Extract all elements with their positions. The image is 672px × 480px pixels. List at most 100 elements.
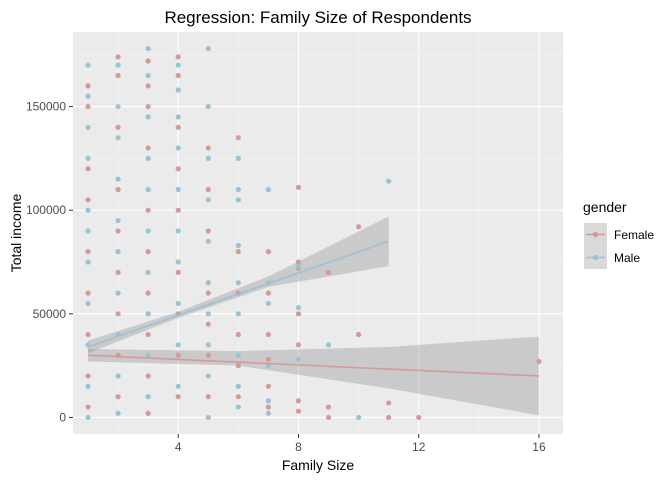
x-axis-title: Family Size	[282, 457, 355, 473]
data-point-female	[295, 398, 302, 404]
legend-label-female: Female	[614, 228, 654, 242]
x-tick-label: 12	[412, 440, 426, 454]
data-point-male	[205, 197, 211, 203]
data-point-male	[235, 197, 241, 203]
data-point-male	[265, 398, 271, 404]
data-point-male	[295, 263, 302, 269]
data-point-female	[205, 290, 211, 296]
data-point-male	[235, 383, 241, 389]
data-point-female	[85, 249, 91, 255]
data-point-male	[85, 383, 91, 389]
data-point-male	[295, 304, 302, 311]
data-point-male	[205, 155, 211, 162]
data-point-female	[115, 186, 121, 193]
data-point-female	[115, 124, 121, 130]
data-points	[85, 45, 542, 421]
data-point-female	[205, 352, 211, 358]
data-point-male	[85, 228, 91, 234]
data-point-male	[205, 342, 211, 348]
data-point-female	[115, 269, 121, 275]
data-point-female	[295, 311, 302, 317]
legend-title: gender	[583, 199, 627, 215]
regression-line-female	[87, 354, 539, 377]
data-point-female	[175, 394, 181, 400]
data-point-female	[145, 290, 151, 296]
confidence-bands	[88, 216, 539, 416]
data-point-male	[205, 45, 211, 52]
data-point-male	[205, 238, 211, 244]
data-point-female	[265, 383, 271, 389]
data-point-female	[355, 331, 362, 338]
legend-key-female-dot	[592, 231, 599, 238]
data-point-male	[175, 114, 181, 120]
data-point-male	[235, 280, 241, 286]
data-point-male	[115, 176, 121, 182]
x-tick-label: 4	[175, 440, 182, 454]
data-point-male	[205, 373, 211, 379]
data-point-female	[175, 54, 181, 60]
data-point-female	[416, 414, 422, 421]
data-point-female	[295, 184, 302, 191]
data-point-male	[235, 404, 241, 410]
data-point-female	[175, 124, 181, 130]
y-tick-label: 50000	[33, 307, 67, 321]
data-point-female	[115, 72, 121, 79]
data-point-male	[175, 383, 181, 389]
data-point-female	[145, 410, 151, 416]
data-point-female	[145, 83, 151, 89]
data-point-male	[235, 186, 241, 193]
x-tick-label: 16	[532, 440, 546, 454]
data-point-female	[85, 373, 91, 379]
data-point-male	[115, 410, 121, 416]
chart-title: Regression: Family Size of Respondents	[164, 8, 471, 27]
data-point-male	[115, 290, 121, 296]
data-point-male	[145, 45, 151, 52]
y-tick-label: 0	[59, 410, 66, 424]
data-point-male	[175, 228, 181, 234]
data-point-male	[175, 186, 181, 193]
data-point-female	[205, 228, 211, 234]
regression-line-male	[87, 240, 389, 348]
y-tick-label: 100000	[26, 203, 66, 217]
data-point-male	[145, 228, 151, 234]
data-point-female	[145, 58, 151, 64]
data-point-male	[205, 103, 211, 110]
confidence-band-female	[88, 336, 539, 416]
data-point-male	[145, 186, 151, 193]
data-point-male	[85, 207, 91, 213]
data-point-male	[265, 300, 271, 307]
data-point-female	[175, 166, 181, 172]
data-point-female	[386, 400, 392, 406]
data-point-male	[235, 242, 241, 249]
gridlines	[73, 32, 563, 434]
data-point-female	[325, 414, 332, 421]
legend-key-male-dot	[592, 254, 599, 261]
data-point-female	[235, 363, 241, 369]
data-point-female	[235, 331, 241, 338]
data-point-female	[85, 166, 91, 172]
data-point-male	[145, 269, 151, 275]
data-point-male	[85, 155, 91, 162]
data-point-female	[325, 404, 332, 410]
data-point-female	[175, 269, 181, 275]
data-point-female	[265, 356, 271, 363]
data-point-female	[145, 103, 151, 110]
y-axis-title: Total income	[8, 193, 24, 272]
legend-label-male: Male	[614, 251, 640, 265]
data-point-male	[325, 342, 332, 348]
data-point-male	[145, 72, 151, 79]
data-point-female	[235, 394, 241, 400]
data-point-female	[235, 135, 241, 141]
data-point-female	[295, 259, 302, 265]
data-point-female	[295, 342, 302, 348]
x-axis-ticks: 4 8 12 16	[175, 434, 546, 454]
data-point-male	[205, 311, 211, 317]
data-point-female	[115, 54, 121, 60]
data-point-male	[175, 145, 181, 151]
y-tick-label: 150000	[26, 100, 66, 114]
data-point-female	[145, 249, 151, 255]
data-point-female	[235, 249, 241, 255]
data-point-male	[386, 178, 392, 184]
data-point-male	[175, 259, 181, 265]
data-point-female	[85, 83, 91, 89]
